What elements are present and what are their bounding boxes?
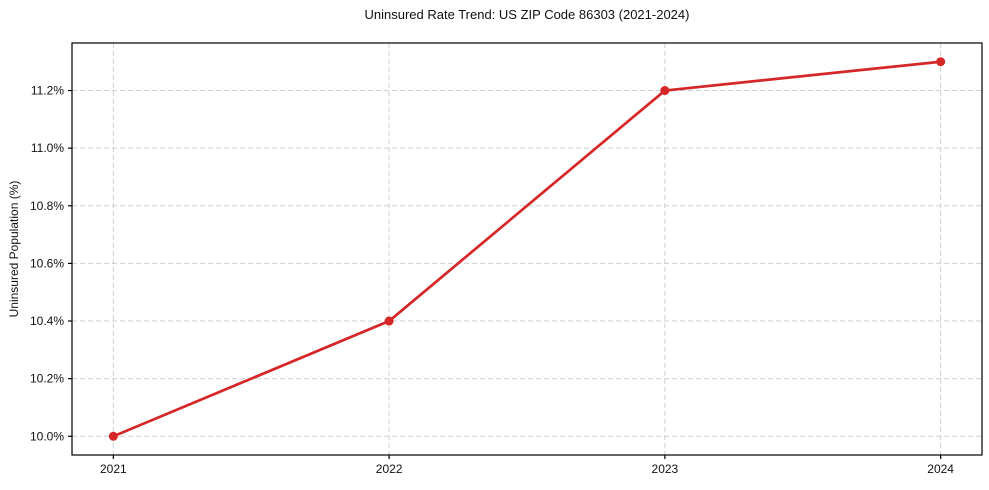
data-point-marker <box>660 86 670 96</box>
y-tick-label: 10.0% <box>30 429 64 443</box>
y-tick-label: 10.4% <box>30 314 64 328</box>
x-tick-label: 2022 <box>376 462 403 476</box>
data-point-marker <box>384 316 394 326</box>
data-point-marker <box>108 431 118 441</box>
y-tick-label: 10.2% <box>30 372 64 386</box>
data-point-marker <box>936 57 946 67</box>
y-tick-label: 11.2% <box>31 84 64 98</box>
x-tick-label: 2024 <box>927 462 954 476</box>
y-tick-label: 10.6% <box>30 256 64 270</box>
y-tick-label: 10.8% <box>30 199 64 213</box>
x-tick-label: 2021 <box>100 462 127 476</box>
plot-border <box>71 42 983 456</box>
chart-title: Uninsured Rate Trend: US ZIP Code 86303 … <box>364 7 690 22</box>
x-tick-label: 2023 <box>652 462 679 476</box>
trend-line <box>112 60 942 438</box>
y-tick-label: 11.0% <box>31 141 64 155</box>
